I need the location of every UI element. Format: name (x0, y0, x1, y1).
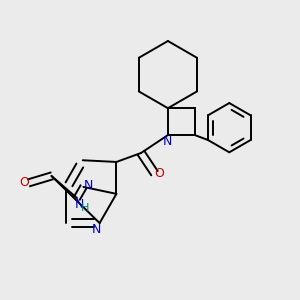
Text: N: N (83, 179, 93, 192)
Text: O: O (19, 176, 29, 189)
Text: N: N (92, 223, 101, 236)
Text: N: N (75, 198, 84, 211)
Text: H: H (81, 202, 90, 213)
Text: N: N (163, 135, 172, 148)
Text: O: O (154, 167, 164, 180)
